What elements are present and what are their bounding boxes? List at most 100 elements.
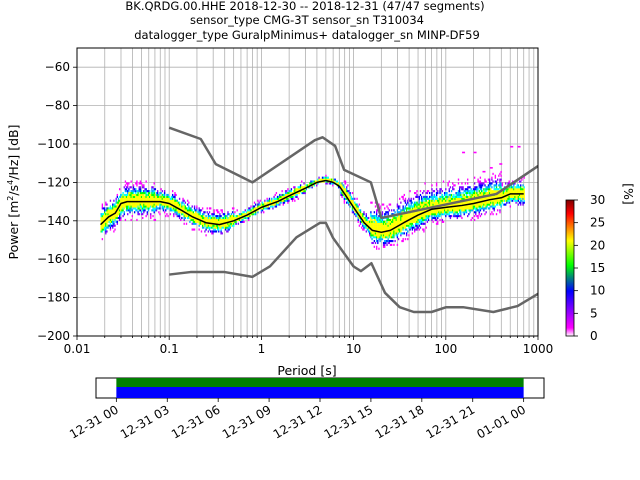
histogram-cell (514, 182, 516, 185)
histogram-cell (458, 186, 461, 189)
histogram-cell (163, 205, 166, 208)
histogram-cell (495, 190, 498, 193)
histogram-cell (294, 186, 296, 189)
histogram-cell (409, 207, 411, 210)
histogram-cell (276, 203, 279, 206)
histogram-cell (412, 213, 415, 216)
histogram-cell (446, 213, 448, 216)
histogram-cell (429, 215, 431, 218)
histogram-cell (470, 218, 472, 221)
histogram-cell (403, 226, 405, 229)
histogram-cell (124, 205, 127, 208)
histogram-cell (491, 195, 493, 198)
histogram-cell (140, 213, 143, 216)
histogram-cell (290, 197, 293, 200)
histogram-cell (337, 186, 340, 189)
histogram-cell (483, 190, 485, 193)
histogram-cell (180, 218, 182, 221)
histogram-cell (205, 224, 207, 227)
histogram-cell (381, 234, 384, 237)
histogram-cell (157, 190, 159, 193)
histogram-cell (441, 218, 444, 221)
histogram-cell (138, 207, 140, 210)
histogram-cell (142, 209, 144, 212)
histogram-cell (408, 222, 410, 225)
histogram-cell (505, 195, 507, 198)
histogram-cell (460, 215, 462, 218)
histogram-cell (379, 228, 381, 231)
histogram-cell (422, 201, 424, 204)
histogram-cell (469, 207, 471, 210)
histogram-cell (435, 184, 438, 187)
histogram-cell (381, 236, 384, 239)
histogram-cell (497, 190, 499, 193)
histogram-cell (523, 188, 525, 191)
histogram-cell (511, 188, 514, 191)
histogram-cell (461, 209, 463, 212)
histogram-cell (133, 211, 136, 214)
histogram-cell (393, 230, 395, 233)
histogram-cell (158, 197, 160, 200)
histogram-cell (438, 197, 440, 200)
histogram-cell (212, 230, 214, 233)
histogram-cell (407, 213, 409, 216)
histogram-cell (477, 178, 479, 181)
histogram-cell (199, 209, 201, 212)
histogram-cell (184, 205, 187, 208)
histogram-cell (356, 205, 358, 208)
histogram-cell (157, 195, 159, 198)
histogram-cell (419, 203, 422, 206)
histogram-cell (467, 188, 469, 191)
histogram-cell (507, 195, 509, 198)
histogram-cell (129, 209, 131, 212)
histogram-cell (494, 205, 497, 208)
histogram-cell (410, 203, 412, 206)
histogram-cell (419, 222, 422, 225)
histogram-cell (384, 224, 386, 227)
histogram-cell (129, 192, 131, 195)
histogram-cell (241, 213, 243, 216)
histogram-cell (378, 226, 380, 229)
histogram-cell (392, 240, 394, 243)
histogram-cell (448, 193, 450, 197)
histogram-cell (370, 213, 372, 216)
histogram-cell (129, 199, 131, 202)
histogram-cell (226, 216, 228, 220)
histogram-cell (333, 180, 335, 183)
histogram-cell (100, 226, 102, 229)
histogram-cell (124, 203, 127, 206)
histogram-cell (244, 209, 246, 212)
histogram-cell (417, 226, 419, 229)
histogram-cell (366, 216, 369, 220)
histogram-cell (396, 205, 399, 208)
histogram-cell (379, 238, 381, 241)
histogram-cell (401, 209, 403, 212)
histogram-cell (200, 222, 203, 225)
histogram-cell (361, 215, 363, 218)
histogram-cell (505, 192, 507, 195)
histogram-cell (377, 226, 379, 229)
histogram-cell (453, 184, 455, 187)
histogram-cell (478, 213, 480, 216)
histogram-cell (438, 211, 440, 214)
histogram-cell (433, 211, 435, 214)
histogram-cell (419, 220, 422, 223)
histogram-cell (239, 213, 242, 216)
histogram-cell (427, 205, 430, 208)
histogram-cell (477, 199, 479, 202)
histogram-cell (348, 192, 350, 195)
histogram-cell (153, 192, 155, 195)
histogram-cell (503, 190, 506, 193)
histogram-cell (419, 211, 422, 214)
histogram-cell (439, 188, 441, 191)
histogram-cell (127, 192, 129, 195)
histogram-cell (361, 220, 363, 223)
histogram-cell (473, 195, 476, 198)
histogram-cell (346, 201, 348, 204)
histogram-cell (490, 192, 492, 195)
histogram-cell (441, 199, 444, 202)
histogram-cell (463, 211, 465, 214)
histogram-cell (382, 226, 385, 229)
histogram-cell (402, 205, 404, 208)
histogram-cell (115, 207, 117, 210)
